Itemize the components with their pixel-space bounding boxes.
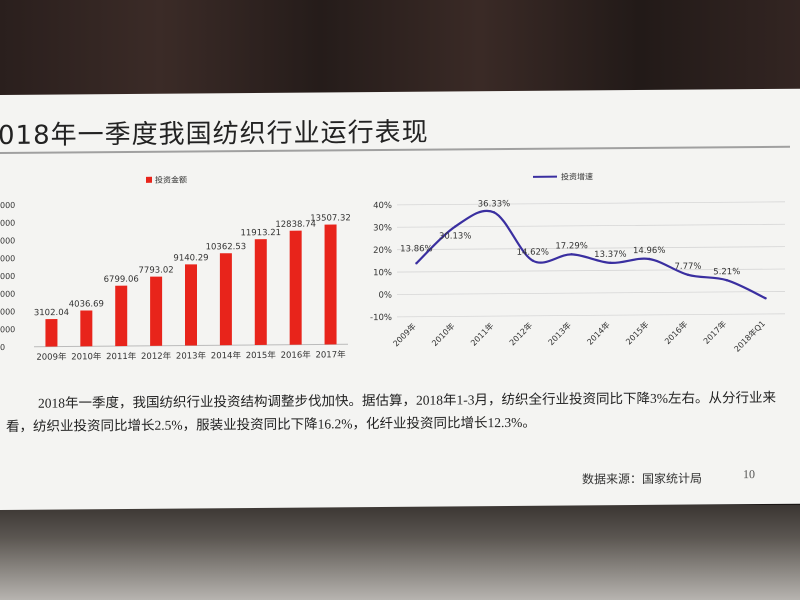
y-tick-label: 0 [0, 343, 5, 352]
y-tick-label: 000 [0, 254, 15, 263]
data-point [609, 261, 612, 265]
bar-value-label: 7793.02 [139, 265, 174, 275]
y-tick-label: 000 [0, 236, 15, 245]
x-tick-label: 2017年 [701, 319, 728, 346]
y-tick-label: 40% [373, 201, 392, 211]
gridline [397, 313, 785, 318]
bar-value-label: 10362.53 [206, 242, 247, 252]
growth-line-chart: 投资增速 40% 30% 20% 10% 0% -10% 13.86% 2009年 30.13% 2… [370, 171, 785, 354]
growth-series-line [415, 209, 767, 300]
data-label: 13.37% [594, 250, 626, 260]
data-label: 5.21% [713, 267, 740, 277]
paragraph-text: 2018年一季度，我国纺织行业投资结构调整步伐加快。据估算，2018年1-3月，… [6, 389, 776, 434]
data-point [492, 211, 496, 214]
x-tick-label: 2014年 [585, 320, 612, 347]
bar-value-label: 12838.74 [275, 220, 316, 230]
data-label: 14.96% [633, 246, 665, 256]
gridline [397, 291, 785, 295]
y-tick-label: 000 [0, 219, 15, 228]
bar-value-label: 4036.69 [69, 299, 104, 309]
bar [219, 253, 232, 346]
x-tick-label: 2009年 [391, 321, 418, 348]
x-tick-label: 2010年 [429, 321, 456, 348]
legend-swatch [146, 176, 152, 183]
y-tick-label: 000 [0, 201, 15, 210]
data-point [648, 257, 651, 261]
gridline [397, 268, 785, 273]
bar-value-label: 3102.04 [34, 308, 69, 318]
x-tick-label: 2013年 [176, 350, 207, 361]
x-tick-label: 2012年 [507, 320, 534, 347]
projection-screen: 018年一季度我国纺织行业运行表现 投资金额 000 000 000 000 000 000… [0, 88, 800, 511]
bar [324, 224, 337, 345]
x-tick-label: 2014年 [211, 350, 242, 361]
investment-bar-chart: 投资金额00000000000000000000000003102.042009… [0, 175, 351, 363]
y-tick-label: 000 [0, 272, 15, 281]
x-tick-label: 2011年 [106, 351, 137, 362]
y-tick-label: 000 [0, 307, 15, 316]
bar [289, 230, 302, 345]
data-point [570, 253, 573, 256]
data-point [686, 273, 690, 276]
x-tick-label: 2016年 [662, 319, 689, 346]
bar [150, 276, 163, 346]
gridline [397, 246, 785, 251]
data-point [454, 225, 457, 228]
bar-value-label: 13507.32 [310, 213, 351, 223]
y-tick-label: 30% [373, 223, 392, 233]
bar-value-label: 9140.29 [173, 253, 208, 263]
data-label: 17.29% [555, 241, 587, 251]
data-label: 13.86% [400, 244, 432, 254]
data-label: 36.33% [478, 199, 510, 209]
y-tick-label: -10% [370, 313, 392, 323]
y-tick-label: 000 [0, 290, 15, 299]
x-tick-label: 2018年Q1 [732, 318, 767, 353]
bar [254, 239, 267, 345]
x-tick-label: 2015年 [623, 319, 650, 346]
x-tick-label: 2011年 [468, 321, 495, 348]
data-label: 14.62% [517, 248, 549, 258]
data-label: 7.77% [674, 262, 701, 272]
bar [185, 264, 197, 346]
floor-background [0, 505, 800, 600]
x-tick-label: 2009年 [36, 351, 67, 362]
legend-label: 投资增速 [561, 171, 593, 181]
x-tick-label: 2012年 [141, 351, 172, 362]
slide-title: 018年一季度我国纺织行业运行表现 [0, 117, 429, 152]
gridline [397, 223, 785, 228]
data-point [415, 262, 418, 265]
x-tick-label: 2016年 [281, 350, 312, 361]
y-tick-label: 000 [0, 325, 15, 334]
y-tick-label: 10% [373, 268, 392, 278]
x-tick-label: 2013年 [546, 320, 573, 347]
slide-paragraph: 2018年一季度，我国纺织行业投资结构调整步伐加快。据估算，2018年1-3月，… [6, 386, 776, 438]
page-number: 10 [743, 467, 755, 482]
gridline [397, 201, 785, 206]
bar [115, 285, 128, 347]
data-label: 30.13% [439, 231, 471, 241]
y-tick-label: 20% [373, 246, 392, 256]
x-tick-label: 2015年 [246, 350, 277, 361]
data-point [725, 279, 728, 282]
y-tick-label: 0% [379, 291, 392, 301]
x-tick-label: 2017年 [315, 349, 346, 360]
bar-value-label: 6799.06 [104, 275, 139, 285]
bar-value-label: 11913.21 [240, 228, 281, 238]
bar [80, 310, 93, 347]
data-source: 数据来源：国家统计局 [582, 471, 703, 487]
data-point [764, 297, 767, 300]
legend-label: 投资金额 [155, 175, 187, 185]
data-point [531, 259, 535, 262]
bar [45, 319, 58, 347]
x-tick-label: 2010年 [71, 351, 102, 362]
